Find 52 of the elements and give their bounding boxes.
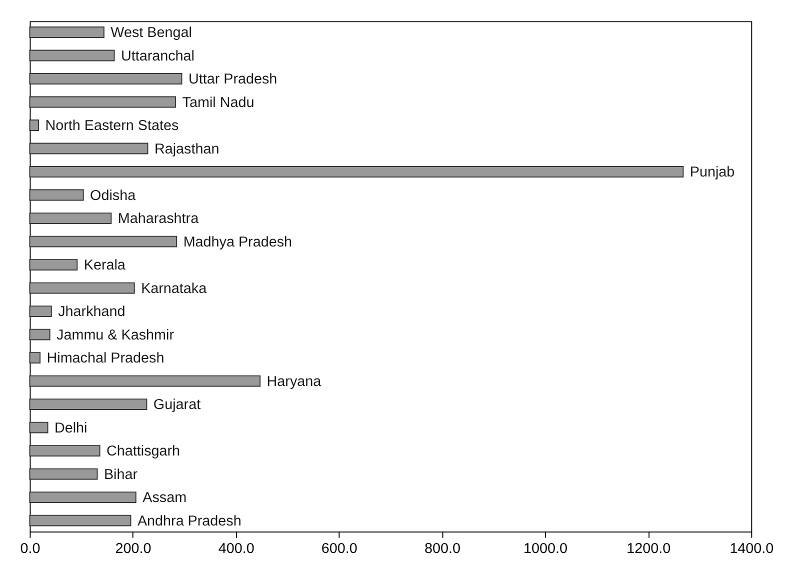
bar <box>29 189 84 201</box>
y-tick-label: Madhya Pradesh <box>183 234 292 250</box>
x-tick-label: 600.0 <box>321 541 358 558</box>
y-tick-label: Chattisgarh <box>106 444 180 460</box>
y-tick-label: Punjab <box>690 164 735 181</box>
bar <box>29 120 39 131</box>
y-tick-label: Kerala <box>84 258 126 274</box>
bar <box>29 422 48 434</box>
bar <box>29 492 136 504</box>
bar <box>29 352 41 364</box>
bar <box>29 50 115 62</box>
bar <box>29 236 178 248</box>
y-tick-label: Delhi <box>54 420 88 436</box>
bar <box>29 26 104 38</box>
y-tick-label: Uttar Pradesh <box>188 72 278 88</box>
bar <box>29 96 176 108</box>
y-tick-label: Maharashtra <box>118 211 199 228</box>
y-tick-label: West Bengal <box>110 25 192 42</box>
y-tick-label: Jammu & Kashmir <box>56 327 174 344</box>
y-tick-label: Bihar <box>104 466 138 483</box>
bar <box>29 514 132 526</box>
x-tick-label: 1000.0 <box>524 541 568 558</box>
bar <box>29 468 98 480</box>
x-tick-label: 400.0 <box>218 541 254 558</box>
y-tick-label: Karnataka <box>141 280 207 297</box>
y-tick-label: Jharkhand <box>58 304 126 320</box>
bar <box>29 73 182 84</box>
y-tick-label: Odisha <box>90 188 136 204</box>
bar <box>29 142 148 154</box>
bar <box>29 166 684 178</box>
bar <box>29 282 135 294</box>
bar <box>29 328 50 340</box>
y-tick-label: Rajasthan <box>154 141 220 158</box>
bar <box>29 306 52 317</box>
bar <box>29 375 261 387</box>
y-tick-label: Andhra Pradesh <box>137 513 242 530</box>
y-tick-label: North Eastern States <box>45 118 179 134</box>
y-tick-label: Assam <box>142 490 187 506</box>
y-tick-label: Uttaranchal <box>120 48 194 64</box>
y-tick-label: Himachal Pradesh <box>46 350 164 367</box>
x-tick-label: 1400.0 <box>730 541 774 558</box>
x-tick-label: 200.0 <box>115 541 152 558</box>
bar <box>29 259 78 270</box>
y-tick-label: Haryana <box>266 374 322 390</box>
x-tick-label: 1200.0 <box>626 541 671 558</box>
y-tick-label: Tamil Nadu <box>182 94 254 111</box>
y-tick-label: Gujarat <box>153 397 201 414</box>
bar <box>29 398 148 410</box>
bar <box>29 212 112 224</box>
bar <box>29 445 100 457</box>
x-tick-label: 0.0 <box>20 541 40 558</box>
x-tick-label: 800.0 <box>424 541 460 558</box>
